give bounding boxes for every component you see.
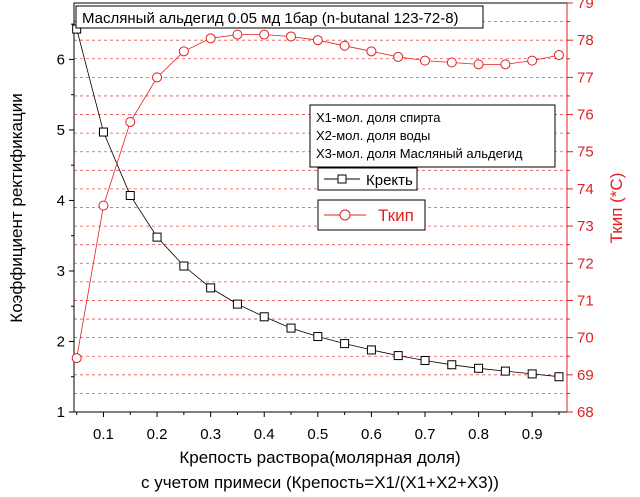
right-tick-label-71: 71 bbox=[577, 292, 594, 309]
right-tick-label-72: 72 bbox=[577, 255, 594, 272]
data-point-circle bbox=[259, 29, 270, 40]
series-krect bbox=[72, 24, 564, 382]
data-point-square bbox=[286, 323, 296, 333]
left-tick-label-3: 3 bbox=[57, 263, 65, 280]
data-point-square bbox=[232, 299, 242, 309]
right-tick-label-77: 77 bbox=[577, 69, 594, 86]
data-point-circle bbox=[312, 35, 323, 46]
data-point-circle bbox=[393, 51, 404, 62]
x-tick-label-0.6: 0.6 bbox=[361, 426, 382, 443]
left-tick-label-5: 5 bbox=[57, 122, 65, 139]
data-point-square bbox=[554, 372, 564, 382]
data-point-circle bbox=[152, 72, 163, 83]
chart-title: Масляный альдегид 0.05 мд 1бар (n-butana… bbox=[82, 10, 459, 27]
note-x1: X1-мол. доля спирта bbox=[316, 110, 441, 125]
data-point-circle bbox=[527, 55, 538, 66]
data-point-square bbox=[527, 369, 537, 379]
data-point-square bbox=[125, 191, 135, 201]
data-point-circle bbox=[232, 29, 243, 40]
y-axis-title-left: Коэффициент ректификации bbox=[7, 93, 26, 322]
x-axis-title-line1: Крепость раствора(молярная доля) bbox=[179, 448, 460, 467]
y-axis-title-right: Ткип (*С) bbox=[607, 173, 626, 244]
data-point-circle bbox=[286, 31, 297, 42]
data-point-circle bbox=[473, 59, 484, 70]
x-tick-label-0.8: 0.8 bbox=[468, 426, 489, 443]
data-point-square bbox=[206, 283, 216, 293]
title-box bbox=[75, 5, 484, 29]
data-point-square bbox=[313, 332, 323, 342]
data-point-square bbox=[474, 363, 484, 373]
x-tick-label-0.4: 0.4 bbox=[254, 426, 275, 443]
series-layer bbox=[71, 24, 564, 382]
x-tick-label-0.2: 0.2 bbox=[147, 426, 168, 443]
data-point-circle bbox=[419, 55, 430, 66]
right-tick-label-76: 76 bbox=[577, 107, 594, 124]
data-point-square bbox=[393, 351, 403, 361]
data-point-square bbox=[152, 232, 162, 242]
data-point-square bbox=[447, 360, 457, 370]
right-tick-label-73: 73 bbox=[577, 218, 594, 235]
right-tick-label-75: 75 bbox=[577, 144, 594, 161]
right-tick-label-79: 79 bbox=[577, 0, 594, 12]
x-axis-title-line2: с учетом примеси (Крепость=X1/(X1+X2+X3)… bbox=[141, 473, 499, 492]
note-x3: X3-мол. доля Масляный альдегид bbox=[316, 146, 523, 161]
legend-label-t: Ткип bbox=[378, 206, 414, 225]
data-point-circle bbox=[366, 46, 377, 57]
data-point-circle bbox=[205, 33, 216, 44]
note-x2: X2-мол. доля воды bbox=[316, 128, 430, 143]
left-axis-ticks: 1 2 3 4 5 6 bbox=[57, 23, 74, 421]
data-point-circle bbox=[553, 50, 564, 61]
x-axis-ticks: 0.1 0.2 0.3 0.4 0.5 0.6 0.7 0.8 0.9 bbox=[76, 412, 560, 443]
right-tick-label-78: 78 bbox=[577, 32, 594, 49]
x-tick-label-0.9: 0.9 bbox=[522, 426, 543, 443]
right-tick-label-68: 68 bbox=[577, 404, 594, 421]
x-tick-label-0.7: 0.7 bbox=[415, 426, 436, 443]
legend-marker-k bbox=[337, 174, 347, 184]
legend-marker-t bbox=[339, 209, 351, 221]
data-point-circle bbox=[446, 57, 457, 68]
left-tick-label-1: 1 bbox=[57, 404, 65, 421]
legend-box-k bbox=[317, 167, 418, 191]
data-point-square bbox=[340, 339, 350, 349]
series-tkip bbox=[71, 29, 564, 364]
data-point-square bbox=[420, 356, 430, 366]
left-tick-label-2: 2 bbox=[57, 333, 65, 350]
right-tick-label-74: 74 bbox=[577, 181, 594, 198]
data-point-square bbox=[366, 345, 376, 355]
data-point-square bbox=[259, 312, 269, 322]
data-point-circle bbox=[71, 353, 82, 364]
right-tick-label-69: 69 bbox=[577, 367, 594, 384]
data-point-circle bbox=[178, 46, 189, 57]
data-point-circle bbox=[125, 116, 136, 127]
data-point-circle bbox=[98, 200, 109, 211]
x-tick-label-0.3: 0.3 bbox=[200, 426, 221, 443]
data-point-circle bbox=[500, 59, 511, 70]
x-tick-label-0.1: 0.1 bbox=[93, 426, 114, 443]
left-tick-label-4: 4 bbox=[57, 192, 65, 209]
series-line-1 bbox=[76, 34, 560, 359]
data-point-square bbox=[179, 261, 189, 271]
notes-box bbox=[309, 104, 556, 168]
data-point-circle bbox=[339, 40, 350, 51]
x-tick-label-0.5: 0.5 bbox=[307, 426, 328, 443]
legend-label-k: Кректь bbox=[366, 172, 413, 189]
right-axis-ticks: 68 69 70 71 72 73 74 75 76 77 78 79 bbox=[567, 0, 594, 421]
data-point-square bbox=[500, 366, 510, 376]
right-tick-label-70: 70 bbox=[577, 330, 594, 347]
left-tick-label-6: 6 bbox=[57, 51, 65, 68]
data-point-square bbox=[98, 127, 108, 137]
